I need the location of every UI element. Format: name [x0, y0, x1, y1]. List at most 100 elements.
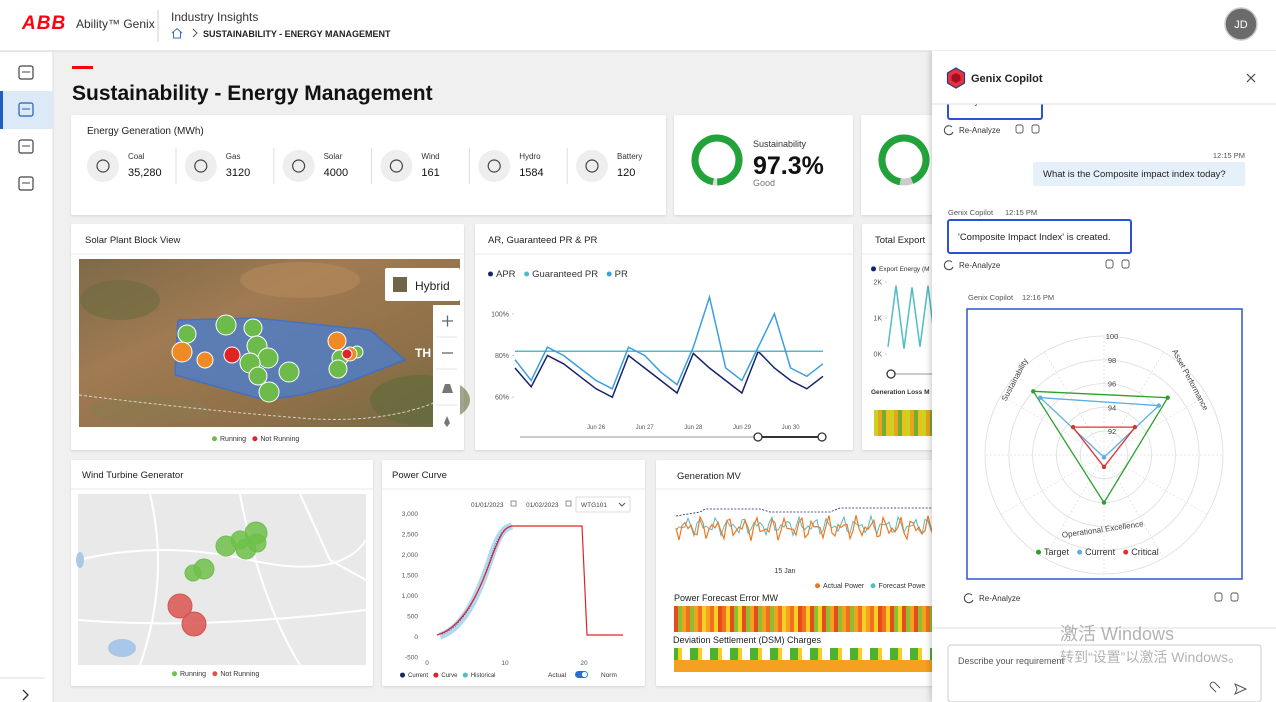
plant-marker[interactable] — [223, 346, 241, 364]
dsm-heat-cell — [790, 660, 794, 672]
loss-heat-cell — [922, 410, 926, 436]
sidebar-active — [0, 91, 53, 129]
feedback-icon[interactable] — [1230, 592, 1239, 602]
plant-marker[interactable] — [278, 361, 300, 383]
error-heat-cell — [850, 606, 854, 632]
turbine-marker[interactable] — [230, 530, 250, 550]
strip-title: Power Forecast Error MW — [674, 593, 779, 603]
calendar-icon[interactable] — [510, 500, 517, 507]
dsm-heat-cell — [718, 648, 722, 660]
reanalyze-button[interactable]: Re-Analyze — [959, 261, 1001, 270]
dsm-heat-cell — [890, 648, 894, 660]
avatar[interactable] — [1224, 7, 1258, 41]
dsm-heat-cell — [906, 660, 910, 672]
reanalyze-button[interactable]: Re-Analyze — [979, 594, 1021, 603]
dsm-heat-cell — [926, 648, 930, 660]
legend-label: Export Energy (M — [879, 266, 930, 273]
dsm-heat-cell — [738, 648, 742, 660]
turbine-select[interactable] — [575, 496, 631, 513]
reanalyze-button[interactable]: Re-Analyze — [959, 126, 1001, 135]
reanalyze-icon[interactable] — [943, 260, 954, 271]
plant-marker[interactable] — [215, 314, 237, 336]
r-tick-label: 94 — [1108, 403, 1116, 412]
chat-input[interactable] — [947, 644, 1262, 702]
legend-dot — [1036, 549, 1041, 555]
nav-icon[interactable] — [18, 176, 34, 191]
legend-dot — [212, 436, 217, 442]
dsm-heat-cell — [838, 660, 842, 672]
legend-dot — [524, 271, 530, 277]
radar-point — [1101, 455, 1107, 460]
feedback-icon[interactable] — [1121, 259, 1130, 269]
dsm-heat-cell — [710, 660, 714, 672]
turbine-marker[interactable] — [167, 593, 193, 619]
map-water — [108, 639, 136, 657]
error-heat-cell — [790, 606, 794, 632]
home-icon[interactable] — [171, 27, 183, 39]
user-bubble — [1033, 162, 1245, 186]
calendar-icon[interactable] — [565, 500, 572, 507]
energy-icon-glyph — [585, 159, 599, 173]
range-handle[interactable] — [886, 369, 896, 379]
plant-marker[interactable] — [341, 348, 353, 360]
y-tick-label: 1,000 — [402, 593, 419, 600]
legend-dot — [433, 672, 439, 678]
legend-label: Guaranteed PR — [532, 269, 598, 280]
dsm-heat-cell — [834, 660, 838, 672]
plant-marker[interactable] — [171, 341, 193, 363]
dsm-heat-cell — [722, 660, 726, 672]
x-tick-label: 10 — [501, 660, 509, 667]
dsm-heat-cell — [822, 660, 826, 672]
turbine-marker[interactable] — [181, 611, 207, 637]
reanalyze-icon[interactable] — [943, 125, 954, 136]
attach-button[interactable] — [1209, 681, 1221, 693]
feedback-icon[interactable] — [1015, 124, 1024, 134]
plant-marker[interactable] — [248, 366, 268, 386]
dsm-heat-cell — [778, 660, 782, 672]
turbine-marker[interactable] — [184, 564, 202, 582]
plant-marker[interactable] — [243, 318, 263, 338]
x-tick-label: Jun 27 — [636, 425, 655, 431]
send-button[interactable] — [1234, 683, 1248, 695]
card-title: Total Export — [875, 235, 926, 246]
sidebar-expand[interactable] — [22, 689, 29, 701]
error-heat-cell — [890, 606, 894, 632]
feedback-icon[interactable] — [1105, 259, 1114, 269]
error-heat-cell — [778, 606, 782, 632]
range-handle[interactable] — [753, 432, 763, 442]
plant-marker[interactable] — [196, 351, 214, 369]
dsm-heat-cell — [702, 660, 706, 672]
nav-icon[interactable] — [18, 139, 34, 154]
error-heat-cell — [686, 606, 690, 632]
error-heat-cell — [738, 606, 742, 632]
dsm-heat-cell — [914, 660, 918, 672]
dsm-heat-cell — [722, 648, 726, 660]
close-button[interactable] — [1246, 73, 1256, 83]
plant-marker[interactable] — [327, 331, 347, 351]
feedback-icon[interactable] — [1031, 124, 1040, 134]
y-tick-label: 1,500 — [402, 573, 419, 580]
nav-icon[interactable] — [18, 65, 34, 80]
compass-control[interactable] — [444, 416, 450, 427]
error-heat-cell — [822, 606, 826, 632]
plant-marker[interactable] — [177, 324, 197, 344]
energy-icon-glyph — [96, 159, 110, 173]
tilt-control[interactable] — [442, 384, 453, 393]
feedback-icon[interactable] — [1214, 592, 1223, 602]
plant-marker[interactable] — [258, 381, 280, 403]
range-handle[interactable] — [817, 432, 827, 442]
energy-label: Battery — [617, 152, 642, 161]
r-tick-label: 100 — [1106, 332, 1119, 341]
zoom-in[interactable] — [442, 315, 453, 327]
plant-marker[interactable] — [257, 347, 279, 369]
energy-value: 3120 — [226, 167, 250, 179]
reanalyze-icon[interactable] — [963, 593, 974, 604]
error-heat-cell — [810, 606, 814, 632]
dsm-heat-cell — [878, 660, 882, 672]
dsm-heat-cell — [694, 648, 698, 660]
map-type-button[interactable] — [385, 268, 460, 301]
radar-grid-ring — [1079, 430, 1129, 480]
plant-marker[interactable] — [328, 359, 348, 379]
nav-icon[interactable] — [18, 102, 34, 117]
dsm-heat-cell — [750, 660, 754, 672]
